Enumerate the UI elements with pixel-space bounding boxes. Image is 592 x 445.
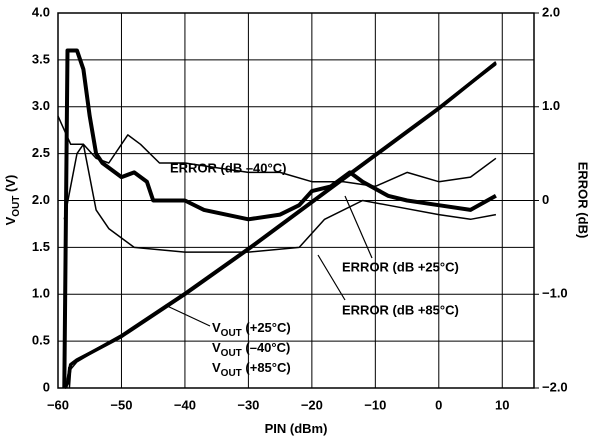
x-tick-label: −50 <box>110 397 132 412</box>
y-tick-label: 2.0 <box>32 192 50 207</box>
annotation-rest: (+85°C) <box>242 360 291 375</box>
annotation-leaders <box>164 195 373 327</box>
y2-tick-label: −2.0 <box>542 379 568 394</box>
annotation-rest: (–40°C) <box>242 340 291 355</box>
y2-tick-label: −1.0 <box>542 286 568 301</box>
annotation: VOUT (+85°C) <box>212 360 291 378</box>
y-tick-label: 0.5 <box>32 333 50 348</box>
annotation-sub: OUT <box>221 328 242 339</box>
x-axis-label: PIN (dBm) <box>265 421 328 436</box>
series-line <box>62 48 497 389</box>
annotation-rest: (+25°C) <box>242 320 291 335</box>
y2-tick-label: 2.0 <box>542 4 560 19</box>
y2-axis-label: ERROR (dB) <box>576 162 591 239</box>
series-line <box>68 64 497 389</box>
series-lines <box>57 48 497 389</box>
series-line <box>63 143 497 253</box>
y2-tick-label: 1.0 <box>542 98 560 113</box>
y-axis-label: VOUT (V) <box>3 175 21 226</box>
y-label-main: V <box>3 216 18 225</box>
annotation: ERROR (dB –40°C) <box>170 160 286 175</box>
annotation: VOUT (–40°C) <box>212 340 290 358</box>
leader-line <box>317 254 346 301</box>
annotation-sub: OUT <box>221 348 242 359</box>
y-label-sub: OUT <box>11 196 22 217</box>
y2-tick-label: 0 <box>542 192 549 207</box>
y-tick-label: 3.5 <box>32 51 50 66</box>
y-tick-label: 1.0 <box>32 286 50 301</box>
y-tick-label: 1.5 <box>32 239 50 254</box>
leader-line <box>164 304 211 327</box>
series-line <box>66 61 497 389</box>
x-tick-label: −40 <box>174 397 196 412</box>
x-tick-label: 10 <box>495 397 509 412</box>
x-tick-label: −20 <box>301 397 323 412</box>
x-tick-label: −60 <box>47 397 69 412</box>
leader-line <box>344 195 373 259</box>
y-label-rest: (V) <box>3 175 18 196</box>
annotation-main: V <box>212 360 221 375</box>
annotation-main: V <box>212 340 221 355</box>
y-tick-label: 2.5 <box>32 145 50 160</box>
y-tick-label: 0 <box>43 379 50 394</box>
y-tick-label: 4.0 <box>32 4 50 19</box>
annotation: VOUT (+25°C) <box>212 320 291 338</box>
annotation: ERROR (dB +85°C) <box>342 302 459 317</box>
x-tick-label: 0 <box>435 397 442 412</box>
annotation-main: V <box>212 320 221 335</box>
annotation: ERROR (dB +25°C) <box>342 259 459 274</box>
x-tick-label: −30 <box>237 397 259 412</box>
series-line <box>57 115 497 188</box>
y-tick-label: 3.0 <box>32 98 50 113</box>
annotation-sub: OUT <box>221 368 242 379</box>
x-label-main: PIN <box>265 421 287 436</box>
x-label-rest: (dBm) <box>286 421 327 436</box>
x-tick-label: −10 <box>364 397 386 412</box>
